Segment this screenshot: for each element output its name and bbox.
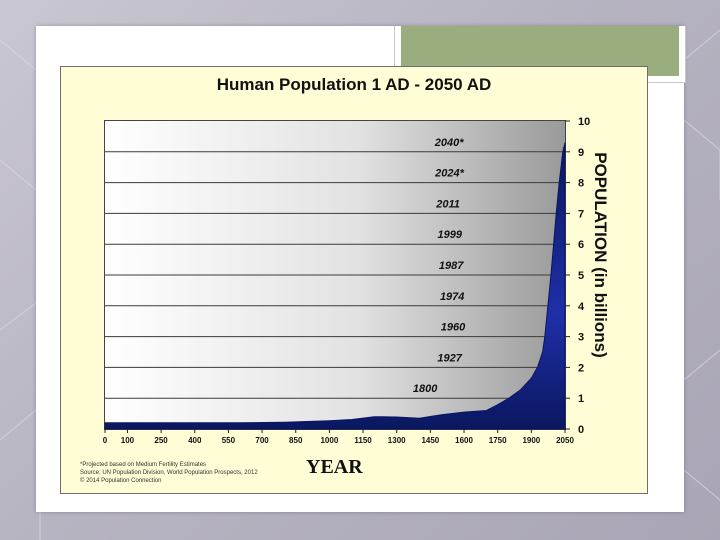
x-tick-label: 1000 xyxy=(320,436,338,445)
population-area xyxy=(104,142,566,430)
x-tick-label: 2050 xyxy=(556,436,574,445)
x-tick-label: 850 xyxy=(289,436,303,445)
x-tick-label: 100 xyxy=(121,436,135,445)
y-tick-label: 2 xyxy=(578,362,584,374)
x-tick-label: 0 xyxy=(103,436,108,445)
x-tick-label: 250 xyxy=(154,436,168,445)
footnote-2: Source: UN Population Division, World Po… xyxy=(80,470,258,476)
milestone-label: 2040* xyxy=(434,137,464,149)
y-tick-label: 5 xyxy=(578,270,584,282)
y-tick-label: 7 xyxy=(578,208,584,220)
y-tick-label: 1 xyxy=(578,393,584,405)
y-tick-label: 0 xyxy=(578,424,584,436)
footnotes: *Projected based on Medium Fertility Est… xyxy=(80,461,258,485)
y-tick-label: 8 xyxy=(578,178,584,190)
y-tick-label: 6 xyxy=(578,239,584,251)
milestone-label: 1999 xyxy=(438,229,463,241)
milestone-label: 2011 xyxy=(435,198,460,210)
milestone-label: 2024* xyxy=(434,168,464,180)
x-axis-label: YEAR xyxy=(306,456,363,478)
footnote-3: © 2014 Population Connection xyxy=(80,478,162,484)
milestone-label: 1960 xyxy=(441,322,466,334)
x-tick-label: 1300 xyxy=(388,436,406,445)
y-tick-label: 10 xyxy=(578,116,590,128)
milestone-label: 1927 xyxy=(437,352,462,364)
x-tick-label: 1600 xyxy=(455,436,473,445)
x-tick-label: 400 xyxy=(188,436,202,445)
chart-title: Human Population 1 AD - 2050 AD xyxy=(216,75,492,94)
milestone-label: 1987 xyxy=(439,260,464,272)
x-tick-label: 550 xyxy=(222,436,236,445)
milestone-label: 1974 xyxy=(440,291,464,303)
footnote-1: *Projected based on Medium Fertility Est… xyxy=(80,462,207,468)
milestone-label: 1800 xyxy=(413,383,438,395)
x-tick-label: 1150 xyxy=(354,436,372,445)
x-tick-label: 1750 xyxy=(489,436,507,445)
y-tick-label: 9 xyxy=(578,147,584,159)
x-tick-label: 1450 xyxy=(421,436,439,445)
x-tick-label: 1900 xyxy=(522,436,540,445)
y-axis-label: POPULATION (in billions) xyxy=(591,152,610,358)
x-tick-label: 700 xyxy=(255,436,269,445)
y-tick-label: 4 xyxy=(578,301,585,313)
y-tick-label: 3 xyxy=(578,332,584,344)
